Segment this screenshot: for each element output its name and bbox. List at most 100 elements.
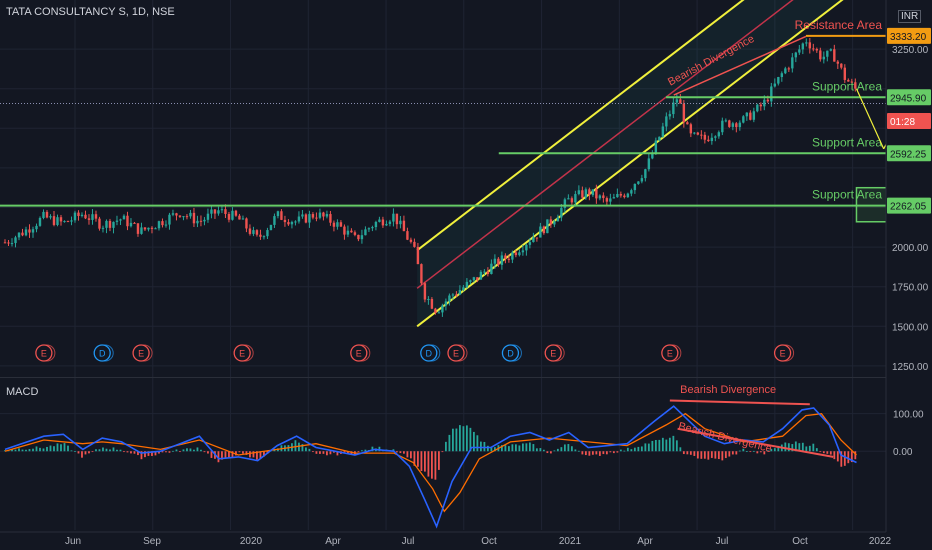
macd-histogram-bar <box>654 439 657 452</box>
candle-body <box>553 221 556 225</box>
candle-body <box>577 190 581 195</box>
candle-body <box>35 225 38 230</box>
earnings-marker[interactable] <box>447 344 465 362</box>
candle-body <box>458 289 462 295</box>
candle-body <box>423 283 427 300</box>
dividend-marker[interactable] <box>420 344 438 362</box>
macd-histogram-bar <box>570 446 573 452</box>
candle-body <box>570 198 574 203</box>
price-axis[interactable]: 1250.00 1500.00 1750.00 2000.00 3250.00 0.00 1… <box>885 0 932 550</box>
macd-histogram-bar <box>410 451 412 459</box>
macd-histogram-bar <box>168 451 171 453</box>
candle-body <box>710 137 714 142</box>
event-markers[interactable]: EDEEEDEDEEEE <box>35 344 919 362</box>
macd-histogram-bar <box>745 451 748 453</box>
currency-label[interactable]: INR <box>898 10 922 23</box>
event-marker-letter: D <box>99 349 106 359</box>
dividend-marker[interactable] <box>93 344 111 362</box>
earnings-marker[interactable] <box>132 344 150 362</box>
candle-body <box>147 227 150 230</box>
candle-body <box>311 214 315 218</box>
earnings-marker[interactable] <box>233 344 251 362</box>
macd-histogram-bar <box>766 450 769 452</box>
candle-body <box>777 77 780 84</box>
candle-body <box>171 213 175 215</box>
candle-body <box>259 234 262 237</box>
candle-body <box>276 211 280 217</box>
macd-histogram-bar <box>399 451 402 454</box>
earnings-marker[interactable] <box>350 344 368 362</box>
macd-histogram-bar <box>189 448 192 452</box>
candle-body <box>350 230 353 233</box>
candle-body <box>518 252 521 256</box>
macd-histogram-bar <box>336 451 339 456</box>
candle-body <box>728 120 731 127</box>
candle-body <box>7 242 10 244</box>
candle-body <box>584 189 588 198</box>
macd-histogram-bar <box>773 448 776 452</box>
candle-body <box>189 212 192 217</box>
macd-histogram-bar <box>158 451 160 454</box>
macd-histogram-bar <box>46 446 48 452</box>
candle-body <box>392 213 395 222</box>
macd-histogram-bar <box>483 441 486 452</box>
candle-body <box>381 219 385 226</box>
macd-histogram-bar <box>584 451 587 456</box>
macd-histogram-bar <box>56 443 59 452</box>
candle-body <box>297 216 301 222</box>
candle-body <box>28 229 31 233</box>
candle-body <box>640 178 644 182</box>
candle-body <box>647 158 651 170</box>
candle-body <box>847 79 850 82</box>
macd-histogram-bar <box>847 451 850 464</box>
macd-histogram-bar <box>95 449 97 452</box>
event-marker-letter: D <box>507 349 514 359</box>
candle-body <box>511 252 514 260</box>
dividend-marker[interactable] <box>501 344 520 362</box>
macd-title[interactable]: MACD <box>6 386 39 398</box>
macd-histogram-bar <box>682 451 685 455</box>
macd-histogram-bar <box>651 440 654 452</box>
macd-histogram-bar <box>70 450 73 452</box>
macd-histogram-bar <box>42 448 45 452</box>
time-axis[interactable]: Jun Sep 2020 Apr Jul Oct 2021 Apr Jul Oct 2022 <box>0 531 892 547</box>
macd-histogram-bar <box>738 450 741 452</box>
candle-body <box>658 136 661 141</box>
macd-histogram-bar <box>514 444 517 452</box>
candle-body <box>427 299 430 301</box>
candle-body <box>448 295 451 302</box>
macd-histogram-bar <box>147 451 150 456</box>
macd-histogram-bar <box>675 440 678 452</box>
earnings-marker[interactable] <box>35 344 53 362</box>
macd-histogram-bar <box>535 448 538 452</box>
divergence-line-macd-top <box>669 399 810 406</box>
candle-body <box>822 56 826 60</box>
macd-histogram-bar <box>326 451 328 456</box>
candle-body <box>115 220 119 222</box>
macd-histogram-bar <box>591 451 594 455</box>
macd-histogram-bar <box>581 451 584 455</box>
candle-body <box>521 250 525 253</box>
earnings-marker[interactable] <box>544 344 562 362</box>
macd-histogram-bar <box>598 451 601 456</box>
support-label: Support Area <box>812 135 882 149</box>
resistance-price-badge-bg <box>887 27 931 44</box>
candle-body <box>700 134 703 136</box>
macd-histogram-bar <box>556 448 559 452</box>
macd-histogram-bar <box>749 451 752 453</box>
macd-histogram-bar <box>63 443 66 452</box>
macd-histogram-bar <box>794 441 797 452</box>
candle-body <box>52 216 56 225</box>
macd-histogram-bar <box>553 450 556 452</box>
symbol-title[interactable]: TATA CONSULTANCY S, 1D, NSE <box>6 6 175 18</box>
candle-body <box>784 68 787 74</box>
candle-body <box>476 277 479 280</box>
macd-histogram-bar <box>312 451 314 453</box>
candle-body <box>574 194 577 203</box>
candle-body <box>707 139 710 142</box>
earnings-marker[interactable] <box>773 344 792 362</box>
candle-body <box>59 217 63 222</box>
earnings-marker[interactable] <box>661 344 679 362</box>
candle-body <box>780 73 784 78</box>
